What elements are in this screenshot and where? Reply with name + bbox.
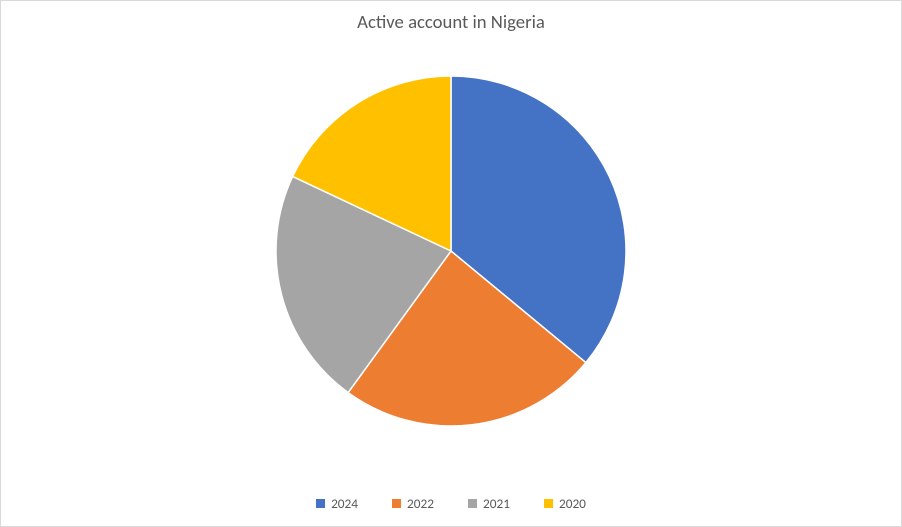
pie-svg [276,76,626,426]
chart-title: Active account in Nigeria [1,11,901,34]
legend-label-2021: 2021 [483,495,510,512]
legend-label-2024: 2024 [331,495,358,512]
legend-swatch-2022 [392,499,401,508]
legend-swatch-2021 [468,499,477,508]
legend-item-2022: 2022 [392,495,434,512]
legend-label-2020: 2020 [559,495,586,512]
legend-item-2024: 2024 [316,495,358,512]
legend-label-2022: 2022 [407,495,434,512]
legend-item-2021: 2021 [468,495,510,512]
legend-item-2020: 2020 [544,495,586,512]
legend: 2024 2022 2021 2020 [1,495,901,512]
chart-container: Active account in Nigeria 20242022202120… [0,0,902,527]
legend-swatch-2024 [316,499,325,508]
pie-chart [276,76,626,426]
legend-swatch-2020 [544,499,553,508]
